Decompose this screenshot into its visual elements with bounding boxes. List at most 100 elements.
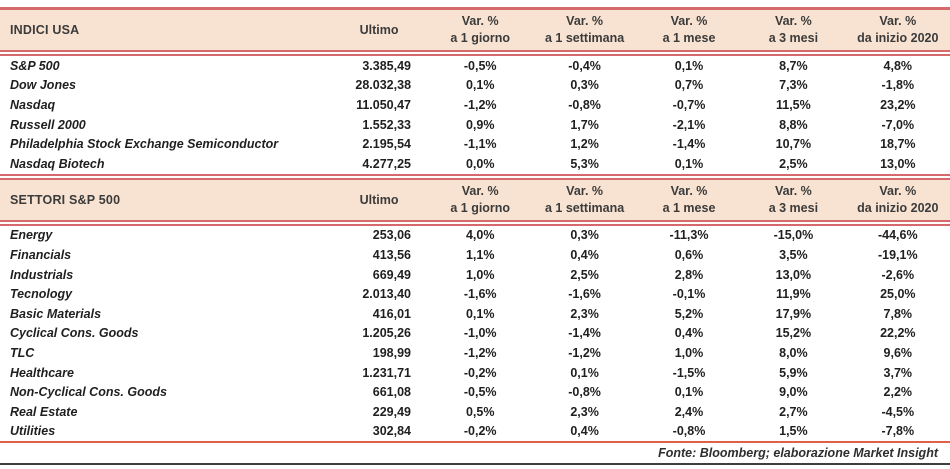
table-row: TLC 198,99 -1,2% -1,2% 1,0% 8,0% 9,6% xyxy=(0,343,950,363)
var-3-mesi-value: 15,2% xyxy=(775,326,812,341)
var-1-settimana-value: 2,3% xyxy=(570,404,599,419)
var-inizio-2020-value: 9,6% xyxy=(883,345,913,360)
var-3-mesi-value: 17,9% xyxy=(775,306,812,321)
table-row: Real Estate 229,49 0,5% 2,3% 2,4% 2,7% -… xyxy=(0,402,950,422)
section-title-indici-usa: INDICI USA xyxy=(0,10,331,50)
table-row: Dow Jones 28.032,38 0,1% 0,3% 0,7% 7,3% … xyxy=(0,76,950,96)
var-label-line1: Var. % xyxy=(670,14,708,28)
var-3-mesi-value: 1,5% xyxy=(779,424,808,439)
var-inizio-2020-value: 2,2% xyxy=(883,385,913,400)
column-header-ultimo: Ultimo xyxy=(330,10,429,50)
var-1-mese-value: -1,5% xyxy=(672,365,706,380)
ultimo-value: 198,99 xyxy=(372,345,412,360)
ultimo-value: 3.385,49 xyxy=(362,58,412,73)
var-3-mesi-value: 13,0% xyxy=(775,267,812,282)
table-row: Russell 2000 1.552,33 0,9% 1,7% -2,1% 8,… xyxy=(0,115,950,135)
divider-double xyxy=(0,50,950,56)
var-1-giorno-value: -1,1% xyxy=(463,137,497,152)
var-1-giorno-value: 1,0% xyxy=(465,267,495,282)
var-label-line2: a 1 settimana xyxy=(544,31,625,45)
indici-usa-header: INDICI USA Ultimo Var. % a 1 giorno Var.… xyxy=(0,10,950,50)
var-1-mese-value: 0,6% xyxy=(674,247,704,262)
var-label-line2: a 3 mesi xyxy=(768,200,819,215)
var-1-giorno-value: -0,5% xyxy=(463,58,497,73)
table-row: Energy 253,06 4,0% 0,3% -11,3% -15,0% -4… xyxy=(0,226,950,246)
table-row: S&P 500 3.385,49 -0,5% -0,4% 0,1% 8,7% 4… xyxy=(0,56,950,76)
var-inizio-2020-value: -1,8% xyxy=(881,78,915,93)
table-row: Nasdaq 11.050,47 -1,2% -0,8% -0,7% 11,5%… xyxy=(0,95,950,115)
var-1-mese-value: -11,3% xyxy=(669,228,709,243)
ultimo-value: 2.195,54 xyxy=(362,137,412,152)
var-1-settimana-value: 0,4% xyxy=(570,247,599,262)
row-label: Basic Materials xyxy=(10,306,102,321)
var-label-line1: Var. % xyxy=(670,183,708,198)
var-3-mesi-value: 3,5% xyxy=(779,247,808,262)
settori-sp500-table: Energy 253,06 4,0% 0,3% -11,3% -15,0% -4… xyxy=(0,226,950,442)
var-inizio-2020-value: 3,7% xyxy=(883,365,913,380)
ultimo-value: 413,56 xyxy=(372,247,412,262)
var-inizio-2020-value: 23,2% xyxy=(880,97,916,112)
column-header-var-1-giorno: Var. % a 1 giorno xyxy=(428,179,533,220)
column-header-var-1-giorno: Var. % a 1 giorno xyxy=(428,10,533,50)
ultimo-value: 1.552,33 xyxy=(362,117,412,132)
var-3-mesi-value: -15,0% xyxy=(773,228,814,243)
column-header-var-3-mesi: Var. % a 3 mesi xyxy=(741,10,846,50)
var-1-settimana-value: 2,3% xyxy=(570,306,599,321)
var-1-mese-value: 0,7% xyxy=(674,78,704,93)
row-label: Russell 2000 xyxy=(10,117,86,132)
row-label: Energy xyxy=(10,228,53,243)
row-label: Non-Cyclical Cons. Goods xyxy=(10,385,167,400)
var-1-settimana-value: 0,4% xyxy=(570,424,599,439)
column-header-var-1-mese: Var. % a 1 mese xyxy=(636,10,742,50)
var-1-mese-value: -1,4% xyxy=(672,137,706,152)
var-1-settimana-value: -0,8% xyxy=(568,385,601,400)
table-row: Tecnology 2.013,40 -1,6% -1,6% -0,1% 11,… xyxy=(0,284,950,304)
var-label-line2: a 1 settimana xyxy=(544,200,625,215)
var-label-line1: Var. % xyxy=(566,183,604,198)
var-1-giorno-value: 0,0% xyxy=(465,156,495,171)
var-1-settimana-value: 1,2% xyxy=(570,137,599,152)
var-1-settimana-value: -1,6% xyxy=(568,287,601,302)
footer: Fonte: Bloomberg; elaborazione Market In… xyxy=(0,443,950,463)
var-1-mese-value: 0,4% xyxy=(674,326,704,341)
row-label: Industrials xyxy=(10,267,74,282)
var-1-giorno-value: 0,9% xyxy=(465,117,495,132)
var-1-giorno-value: 0,1% xyxy=(465,78,495,93)
var-1-mese-value: -0,8% xyxy=(672,424,706,439)
var-1-giorno-value: -0,2% xyxy=(463,365,497,380)
column-header-var-inizio-2020: Var. % da inizio 2020 xyxy=(845,10,950,50)
var-1-giorno-value: 1,1% xyxy=(465,247,495,262)
var-1-giorno-value: -1,0% xyxy=(463,326,497,341)
var-1-mese-value: 0,1% xyxy=(674,156,704,171)
column-header-var-inizio-2020: Var. % da inizio 2020 xyxy=(845,179,950,220)
table-row: Financials 413,56 1,1% 0,4% 0,6% 3,5% -1… xyxy=(0,245,950,265)
var-3-mesi-value: 7,3% xyxy=(779,78,808,93)
table-row: Cyclical Cons. Goods 1.205,26 -1,0% -1,4… xyxy=(0,324,950,344)
var-inizio-2020-value: 25,0% xyxy=(880,287,916,302)
var-inizio-2020-value: 13,0% xyxy=(880,156,916,171)
var-label-line2: a 1 giorno xyxy=(450,200,511,215)
ultimo-value: 2.013,40 xyxy=(362,287,412,302)
var-inizio-2020-value: -2,6% xyxy=(881,267,915,282)
column-header-ultimo: Ultimo xyxy=(330,179,429,220)
var-inizio-2020-value: 18,7% xyxy=(880,137,916,152)
var-1-settimana-value: 1,7% xyxy=(570,117,599,132)
var-inizio-2020-value: -4,5% xyxy=(881,404,915,419)
ultimo-value: 229,49 xyxy=(372,404,412,419)
row-label: S&P 500 xyxy=(10,58,60,73)
var-inizio-2020-value: -7,0% xyxy=(881,117,915,132)
ultimo-value: 1.231,71 xyxy=(362,365,412,380)
var-label-line2: a 1 mese xyxy=(662,31,716,45)
var-3-mesi-value: 2,7% xyxy=(779,404,808,419)
var-1-giorno-value: -0,5% xyxy=(463,385,497,400)
var-label-line1: Var. % xyxy=(879,183,917,198)
var-1-settimana-value: 2,5% xyxy=(570,267,599,282)
var-inizio-2020-value: 7,8% xyxy=(883,306,913,321)
ultimo-value: 416,01 xyxy=(372,306,412,321)
table-row: Industrials 669,49 1,0% 2,5% 2,8% 13,0% … xyxy=(0,265,950,285)
row-label: TLC xyxy=(10,345,35,360)
var-1-settimana-value: 0,3% xyxy=(570,228,599,243)
ultimo-value: 4.277,25 xyxy=(362,156,412,171)
var-3-mesi-value: 5,9% xyxy=(779,365,808,380)
